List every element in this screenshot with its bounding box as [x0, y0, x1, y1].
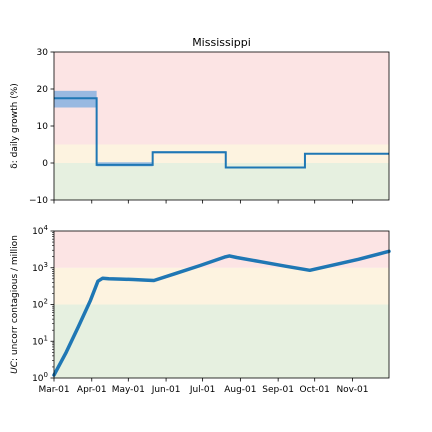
xtick-label: May-01	[112, 385, 145, 395]
top-ytick-label: 0	[42, 159, 48, 169]
contagious-chart: 100 101 102 103 104 Mar-01 Apr-01 May-01 Jun-01 J…	[10, 224, 391, 395]
top-ytick-label: 10	[37, 122, 49, 132]
xtick-label: Jul-01	[189, 385, 216, 395]
xtick-label: Apr-01	[77, 385, 107, 395]
growth-step-line	[54, 97, 389, 169]
xtick-label: Mar-01	[38, 385, 69, 395]
xtick-label: Nov-01	[336, 385, 368, 395]
band-2	[54, 231, 389, 268]
bottom-ytick-label: 104	[32, 224, 48, 237]
bottom-ytick-label: 102	[32, 298, 48, 311]
xtick-label: Jun-01	[151, 385, 181, 395]
xtick-label: Aug-01	[224, 385, 256, 395]
top-ytick-label: 20	[37, 85, 49, 95]
bottom-ytick-label: 103	[32, 261, 48, 274]
xtick-label: Sep-01	[262, 385, 294, 395]
band-0	[54, 304, 389, 378]
contagious-line	[52, 249, 391, 377]
growth-rate-chart: −10 0 10 20 30 Mississippi δ: daily growth (%)	[10, 36, 390, 206]
bottom-y-axis-label: UC: uncorr contagious / million	[10, 235, 20, 374]
bottom-ytick-label: 101	[32, 334, 48, 347]
top-y-axis-label: δ: daily growth (%)	[10, 83, 20, 169]
band-0	[54, 163, 389, 200]
chart-title: Mississippi	[192, 36, 251, 49]
bottom-ytick-label: 100	[32, 371, 48, 384]
xtick-label: Oct-01	[300, 385, 330, 395]
top-ytick-label: 30	[37, 48, 49, 58]
band-1	[54, 267, 389, 305]
top-ytick-label: −10	[29, 196, 48, 206]
band-2	[54, 52, 389, 145]
